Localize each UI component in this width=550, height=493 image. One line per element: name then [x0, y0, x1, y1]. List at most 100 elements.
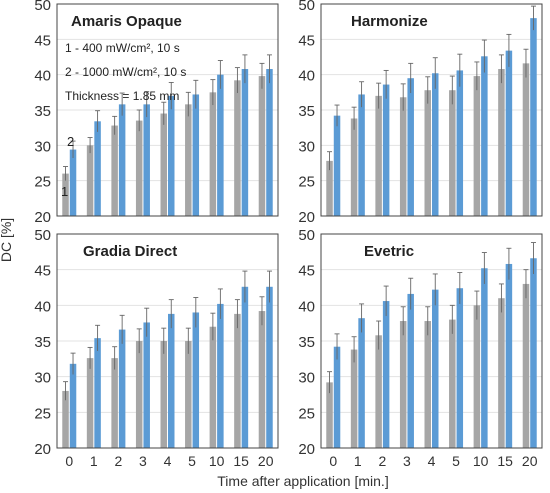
y-tick-label: 40 [34, 298, 51, 315]
bar-series2-4 [432, 73, 439, 217]
bar-series1-20 [258, 76, 266, 216]
x-tick-label: 5 [188, 453, 196, 469]
bar-series2-20 [530, 258, 537, 448]
y-tick-label: 25 [34, 174, 51, 191]
y-tick-label: 20 [298, 441, 315, 458]
y-tick-label: 40 [298, 298, 315, 315]
bar-series2-2 [118, 329, 126, 448]
bar-series2-5 [192, 312, 200, 448]
y-axis-label: DC [%] [0, 218, 14, 262]
bar-series2-2 [118, 104, 126, 216]
y-tick-label: 40 [34, 68, 51, 85]
y-tick-label: 30 [298, 138, 315, 155]
x-tick-label: 15 [233, 453, 249, 469]
x-tick-label: 20 [522, 453, 538, 469]
bar-series1-2 [375, 95, 382, 216]
bar-series1-3 [135, 120, 143, 216]
bar-series2-10 [217, 303, 224, 448]
bar-series2-20 [266, 286, 273, 448]
bar-series1-10 [473, 305, 481, 448]
plot-frame [56, 233, 279, 449]
bar-series1-3 [399, 321, 407, 448]
x-tick-label: 4 [428, 453, 436, 469]
y-tick-label: 50 [34, 227, 51, 244]
bar-series1-4 [160, 341, 167, 448]
bar-series2-2 [382, 301, 390, 448]
x-tick-label: 20 [258, 453, 274, 469]
bar-series2-1 [94, 338, 101, 448]
bar-series1-1 [350, 349, 358, 448]
bar-series2-3 [407, 293, 414, 448]
chart-panel-4: 20 25 30 35 40 45 50 0 1 2 3 4 5 10 15 20 Evetric [298, 227, 543, 469]
y-tick-label: 50 [34, 0, 51, 14]
x-tick-label: 10 [209, 453, 225, 469]
y-tick-label: 20 [298, 209, 315, 226]
bar-series2-3 [143, 322, 150, 448]
bar-series2-2 [382, 84, 390, 216]
bar-series1-2 [111, 358, 118, 448]
y-tick-label: 25 [298, 174, 315, 191]
bar-series1-20 [522, 283, 530, 448]
panel-title: Gradia Direct [83, 243, 177, 260]
panel-title: Evetric [364, 243, 414, 260]
panel-title: Harmonize [351, 13, 428, 30]
bar-series1-20 [258, 311, 266, 448]
series-label: 1 [61, 184, 68, 199]
y-tick-label: 35 [298, 334, 315, 351]
plot-frame [56, 3, 279, 217]
x-tick-label: 15 [497, 453, 513, 469]
plot-frame [320, 233, 543, 449]
x-axis-label: Time after application [min.] [217, 473, 388, 489]
bar-series2-15 [505, 50, 513, 216]
bar-series1-15 [498, 69, 505, 216]
bar-series1-15 [234, 313, 241, 448]
bar-series2-0 [333, 115, 341, 216]
bar-series1-10 [473, 76, 481, 216]
y-tick-label: 20 [34, 441, 51, 458]
bar-series2-1 [94, 121, 101, 216]
bar-series1-0 [62, 390, 69, 448]
bar-series1-20 [522, 63, 530, 216]
chart-panel-1: 20 25 30 35 40 45 50 Amaris Opaque 1 - 400 mW/cm… [34, 0, 279, 226]
bar-series2-3 [407, 78, 414, 216]
bar-series2-1 [358, 318, 365, 448]
bar-series2-0 [333, 346, 341, 448]
bar-series2-10 [481, 56, 488, 216]
series-label: 2 [67, 134, 74, 149]
bar-series2-4 [168, 313, 175, 448]
bar-series2-5 [456, 70, 464, 216]
bar-series2-20 [266, 69, 273, 216]
y-tick-label: 50 [298, 227, 315, 244]
bar-series2-3 [143, 104, 150, 216]
bar-series1-4 [424, 321, 431, 448]
x-tick-label: 3 [139, 453, 147, 469]
y-tick-label: 25 [298, 405, 315, 422]
bar-series1-2 [111, 125, 118, 216]
y-tick-label: 35 [34, 103, 51, 120]
chart-panel-2: 20 25 30 35 40 45 50 Harmonize [298, 0, 543, 226]
y-tick-label: 50 [298, 0, 315, 14]
panel-annotation: 2 - 1000 mW/cm², 10 s [65, 65, 186, 79]
plot-frame [320, 3, 543, 217]
x-tick-label: 0 [329, 453, 337, 469]
chart-panel-3: 20 25 30 35 40 45 50 0 1 2 3 4 5 10 15 20 Gradia Direct [34, 227, 279, 469]
bar-series1-0 [326, 382, 333, 448]
bar-series1-15 [498, 298, 505, 448]
bar-series2-15 [241, 69, 249, 216]
y-tick-label: 30 [298, 370, 315, 387]
x-tick-label: 10 [473, 453, 489, 469]
bar-series2-0 [69, 363, 77, 448]
bar-series1-15 [234, 80, 241, 216]
bar-series1-2 [375, 335, 382, 448]
bar-series2-20 [530, 18, 537, 217]
panel-annotation: 1 - 400 mW/cm², 10 s [65, 41, 180, 55]
y-tick-label: 20 [34, 209, 51, 226]
bar-series1-5 [449, 90, 456, 216]
y-tick-label: 45 [34, 32, 51, 49]
bar-series1-5 [449, 319, 456, 448]
bar-series2-5 [192, 94, 200, 216]
bar-series1-5 [185, 341, 192, 448]
bar-series1-10 [209, 326, 217, 448]
bar-series1-0 [326, 160, 333, 216]
